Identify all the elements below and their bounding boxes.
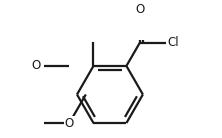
Text: O: O (65, 116, 74, 129)
Text: O: O (135, 3, 145, 16)
Text: Cl: Cl (167, 36, 179, 49)
Text: O: O (32, 59, 41, 72)
